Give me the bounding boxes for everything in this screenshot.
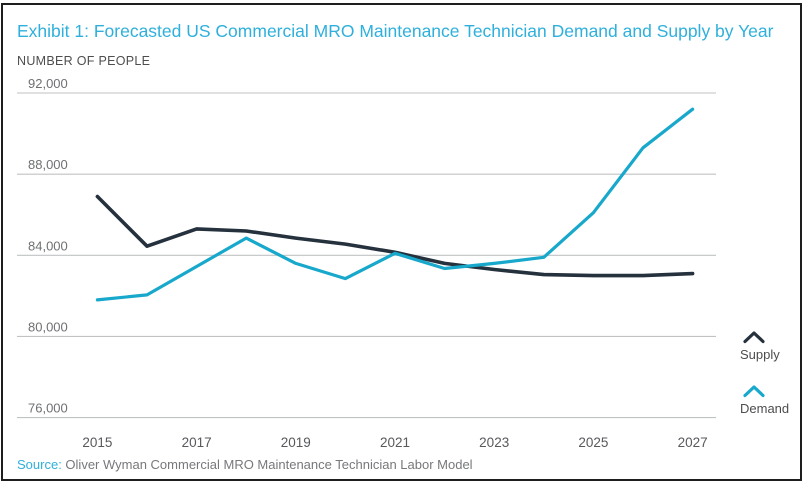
legend-entry-supply: Supply [740, 330, 806, 362]
legend-label-demand: Demand [740, 401, 790, 416]
source-text: Oliver Wyman Commercial MRO Maintenance … [61, 457, 473, 472]
chart-legend: Supply Demand [740, 330, 806, 438]
y-axis-tick-label: 84,000 [28, 238, 68, 253]
demand-line-chevron-icon [743, 385, 765, 398]
y-axis-tick-label: 92,000 [28, 76, 68, 91]
x-axis-tick-label: 2017 [182, 435, 212, 450]
source-attribution: Source: Oliver Wyman Commercial MRO Main… [17, 457, 473, 472]
legend-entry-demand: Demand [740, 384, 806, 416]
x-axis-tick-label: 2015 [82, 435, 112, 450]
x-axis-tick-label: 2021 [380, 435, 410, 450]
supply-data-line [95, 194, 695, 278]
source-label: Source: [17, 457, 62, 472]
x-axis-tick-label: 2023 [479, 435, 509, 450]
x-axis-tick-label: 2025 [578, 435, 608, 450]
demand-data-line [95, 107, 695, 302]
y-axis-tick-label: 88,000 [28, 157, 68, 172]
legend-label-supply: Supply [740, 347, 780, 362]
y-axis-tick-label: 80,000 [28, 319, 68, 334]
x-axis-tick-label: 2019 [281, 435, 311, 450]
y-axis-unit-label: NUMBER OF PEOPLE [17, 54, 151, 68]
exhibit-title: Exhibit 1: Forecasted US Commercial MRO … [17, 21, 774, 41]
y-axis-tick-label: 76,000 [28, 401, 68, 416]
x-axis-tick-label: 2027 [678, 435, 708, 450]
exhibit-frame [1, 3, 802, 481]
supply-line-chevron-icon [743, 331, 765, 344]
